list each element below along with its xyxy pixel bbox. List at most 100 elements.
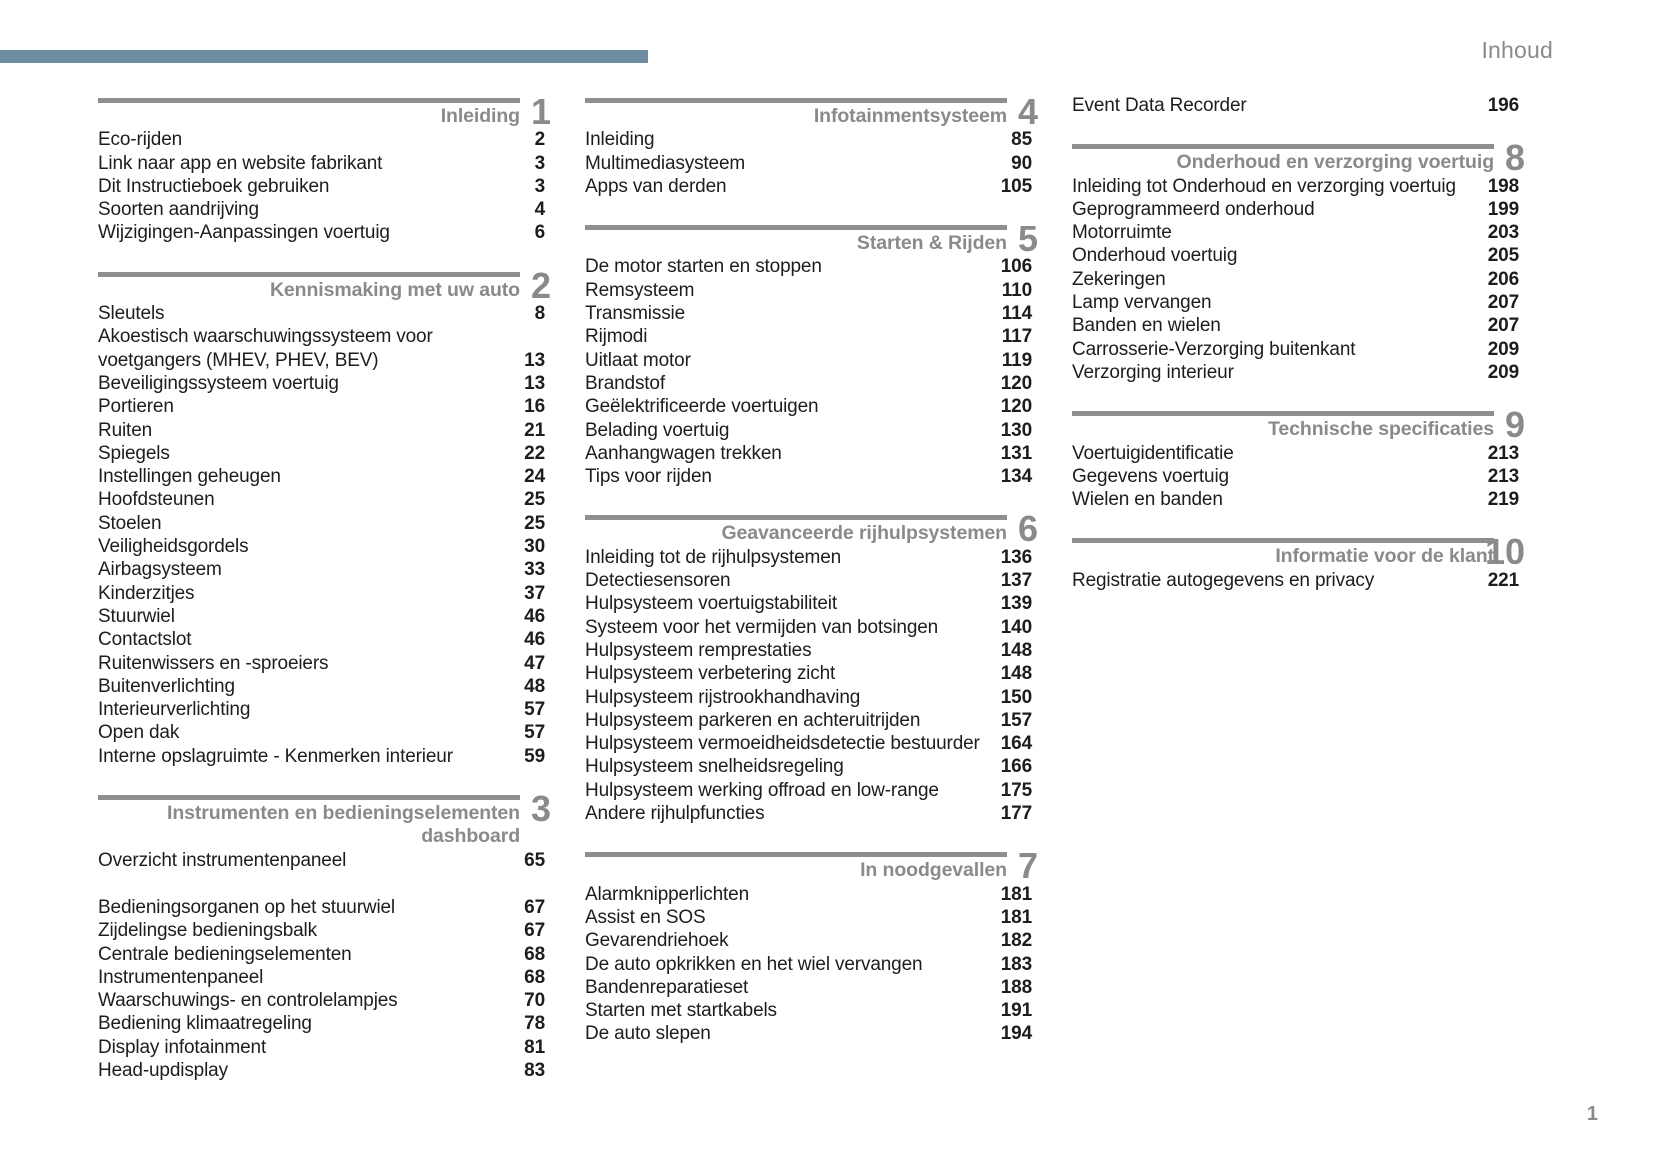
toc-item[interactable]: Wielen en banden 219 (1072, 488, 1519, 511)
toc-item[interactable]: Banden en wielen 207 (1072, 314, 1519, 337)
toc-item-page: 8 (534, 303, 546, 325)
toc-item[interactable]: Starten met startkabels 191 (585, 999, 1032, 1022)
toc-item[interactable]: Open dak 57 (98, 721, 545, 744)
toc-item[interactable]: Assist en SOS 181 (585, 906, 1032, 929)
toc-item-label: Link naar app en website fabrikant (98, 152, 383, 174)
toc-item-label: Airbagsysteem (98, 559, 222, 581)
toc-item-label: Banden en wielen (1072, 315, 1221, 337)
toc-item[interactable]: Hulpsysteem remprestaties 148 (585, 639, 1032, 662)
toc-item[interactable]: Hulpsysteem voertuigstabiliteit 139 (585, 592, 1032, 615)
toc-item[interactable]: Instellingen geheugen 24 (98, 465, 545, 488)
toc-item[interactable]: Bedieningsorganen op het stuurwiel 67 (98, 896, 545, 919)
toc-item[interactable]: Motorruimte 203 (1072, 221, 1519, 244)
toc-item-label: Assist en SOS (585, 906, 706, 928)
toc-item[interactable]: Kinderzitjes 37 (98, 582, 545, 605)
toc-item[interactable]: Brandstof 120 (585, 372, 1032, 395)
toc-item[interactable]: Airbagsysteem 33 (98, 558, 545, 581)
toc-item[interactable]: Transmissie 114 (585, 302, 1032, 325)
toc-item[interactable]: Soorten aandrijving 4 (98, 198, 545, 221)
toc-item[interactable]: Hulpsysteem rijstrookhandhaving 150 (585, 686, 1032, 709)
toc-item[interactable]: Uitlaat motor 119 (585, 349, 1032, 372)
toc-item[interactable]: Display infotainment 81 (98, 1036, 545, 1059)
toc-item-page: 6 (534, 222, 546, 244)
toc-item-page: 120 (1000, 372, 1032, 394)
toc-item[interactable]: Carrosserie-Verzorging buitenkant 209 (1072, 338, 1519, 361)
toc-item[interactable]: Inleiding 85 (585, 128, 1032, 151)
toc-item[interactable]: Stuurwiel 46 (98, 605, 545, 628)
toc-item[interactable]: Buitenverlichting 48 (98, 675, 545, 698)
toc-item[interactable]: Hoofdsteunen 25 (98, 488, 545, 511)
toc-item[interactable]: Centrale bedieningselementen 68 (98, 943, 545, 966)
toc-item[interactable]: Akoestisch waarschuwingssysteem voor voe… (98, 325, 545, 372)
toc-item[interactable]: Gegevens voertuig 213 (1072, 465, 1519, 488)
toc-item[interactable]: Gevarendriehoek 182 (585, 929, 1032, 952)
toc-item[interactable]: Verzorging interieur 209 (1072, 361, 1519, 384)
toc-item[interactable]: Interieurverlichting 57 (98, 698, 545, 721)
toc-item[interactable]: Bandenreparatieset 188 (585, 976, 1032, 999)
toc-item[interactable]: Lamp vervangen 207 (1072, 291, 1519, 314)
toc-item[interactable]: De auto opkrikken en het wiel vervangen 1… (585, 953, 1032, 976)
toc-item[interactable]: Systeem voor het vermijden van botsingen… (585, 616, 1032, 639)
toc-item-page: 30 (524, 536, 545, 558)
toc-item-label: Detectiesensoren (585, 570, 731, 592)
toc-column: Event Data Recorder 196 Onderhoud en verzo… (1072, 95, 1525, 1109)
toc-item[interactable]: Hulpsysteem werking offroad en low-range… (585, 779, 1032, 802)
toc-item[interactable]: Hulpsysteem verbetering zicht 148 (585, 662, 1032, 685)
toc-item[interactable]: Contactslot 46 (98, 628, 545, 651)
toc-item[interactable]: Wijzigingen-Aanpassingen voertuig 6 (98, 221, 545, 244)
toc-item[interactable]: Aanhangwagen trekken 131 (585, 442, 1032, 465)
toc-item[interactable]: Multimediasysteem 90 (585, 152, 1032, 175)
toc-item[interactable]: Spiegels 22 (98, 442, 545, 465)
toc-item[interactable]: Apps van derden 105 (585, 175, 1032, 198)
toc-item[interactable]: De auto slepen 194 (585, 1022, 1032, 1045)
toc-item-page: 105 (1000, 175, 1032, 197)
toc-item[interactable]: Dit Instructieboek gebruiken 3 (98, 175, 545, 198)
toc-item[interactable]: Instrumentenpaneel 68 (98, 966, 545, 989)
toc-item[interactable]: Hulpsysteem vermoeidheidsdetectie bestuu… (585, 732, 1032, 755)
toc-item[interactable]: De motor starten en stoppen 106 (585, 255, 1032, 278)
section-title: Geavanceerde rijhulpsystemen (585, 520, 1007, 545)
toc-item[interactable]: Veiligheidsgordels 30 (98, 535, 545, 558)
toc-item[interactable]: Onderhoud voertuig 205 (1072, 244, 1519, 267)
toc-item[interactable]: Overzicht instrumentenpaneel 65 (98, 849, 545, 872)
toc-item[interactable]: Belading voertuig 130 (585, 419, 1032, 442)
toc-item[interactable]: Remsysteem 110 (585, 279, 1032, 302)
toc-item[interactable]: Inleiding tot Onderhoud en verzorging vo… (1072, 175, 1519, 198)
toc-item[interactable]: Sleutels 8 (98, 302, 545, 325)
toc-item-page: 188 (1000, 976, 1032, 998)
toc-item[interactable]: Hulpsysteem parkeren en achteruitrijden 1… (585, 709, 1032, 732)
toc-item[interactable]: Bediening klimaatregeling 78 (98, 1012, 545, 1035)
toc-item[interactable]: Zekeringen 206 (1072, 268, 1519, 291)
toc-item[interactable]: Detectiesensoren 137 (585, 569, 1032, 592)
toc-item[interactable]: Interne opslagruimte - Kenmerken interie… (98, 745, 545, 768)
toc-item-page: 24 (524, 466, 545, 488)
toc-item[interactable]: Ruiten 21 (98, 419, 545, 442)
toc-item[interactable]: Alarmknipperlichten 181 (585, 883, 1032, 906)
toc-item-label: Hulpsysteem rijstrookhandhaving (585, 686, 861, 708)
toc-item[interactable]: Hulpsysteem snelheidsregeling 166 (585, 755, 1032, 778)
toc-item-page: 13 (524, 349, 545, 371)
toc-item[interactable]: Stoelen 25 (98, 512, 545, 535)
toc-item[interactable]: Geprogrammeerd onderhoud 199 (1072, 198, 1519, 221)
toc-item[interactable]: Ruitenwissers en -sproeiers 47 (98, 652, 545, 675)
toc-item[interactable]: Tips voor rijden 134 (585, 465, 1032, 488)
section-title-line: Geavanceerde rijhulpsystemen (721, 522, 1007, 545)
toc-item[interactable]: Zijdelingse bedieningsbalk 67 (98, 919, 545, 942)
toc-item[interactable]: Andere rijhulpfuncties 177 (585, 802, 1032, 825)
toc-item[interactable]: Head-updisplay 83 (98, 1059, 545, 1082)
toc-item-page: 182 (1000, 930, 1032, 952)
toc-item[interactable]: Rijmodi 117 (585, 325, 1032, 348)
toc-item-label: Gegevens voertuig (1072, 465, 1229, 487)
toc-item[interactable]: Event Data Recorder 196 (1072, 94, 1519, 117)
toc-item-page: 46 (524, 605, 545, 627)
toc-item[interactable]: Eco-rijden 2 (98, 128, 545, 151)
toc-item[interactable]: Link naar app en website fabrikant 3 (98, 152, 545, 175)
toc-item[interactable]: Geëlektrificeerde voertuigen 120 (585, 395, 1032, 418)
toc-item[interactable]: Inleiding tot de rijhulpsystemen 136 (585, 546, 1032, 569)
toc-item[interactable]: Beveiligingssysteem voertuig 13 (98, 372, 545, 395)
toc-item[interactable]: Voertuigidentificatie 213 (1072, 442, 1519, 465)
toc-item-label: Remsysteem (585, 279, 695, 301)
toc-item[interactable]: Registratie autogegevens en privacy 221 (1072, 569, 1519, 592)
toc-item[interactable]: Waarschuwings- en controlelampjes 70 (98, 989, 545, 1012)
toc-item[interactable]: Portieren 16 (98, 395, 545, 418)
